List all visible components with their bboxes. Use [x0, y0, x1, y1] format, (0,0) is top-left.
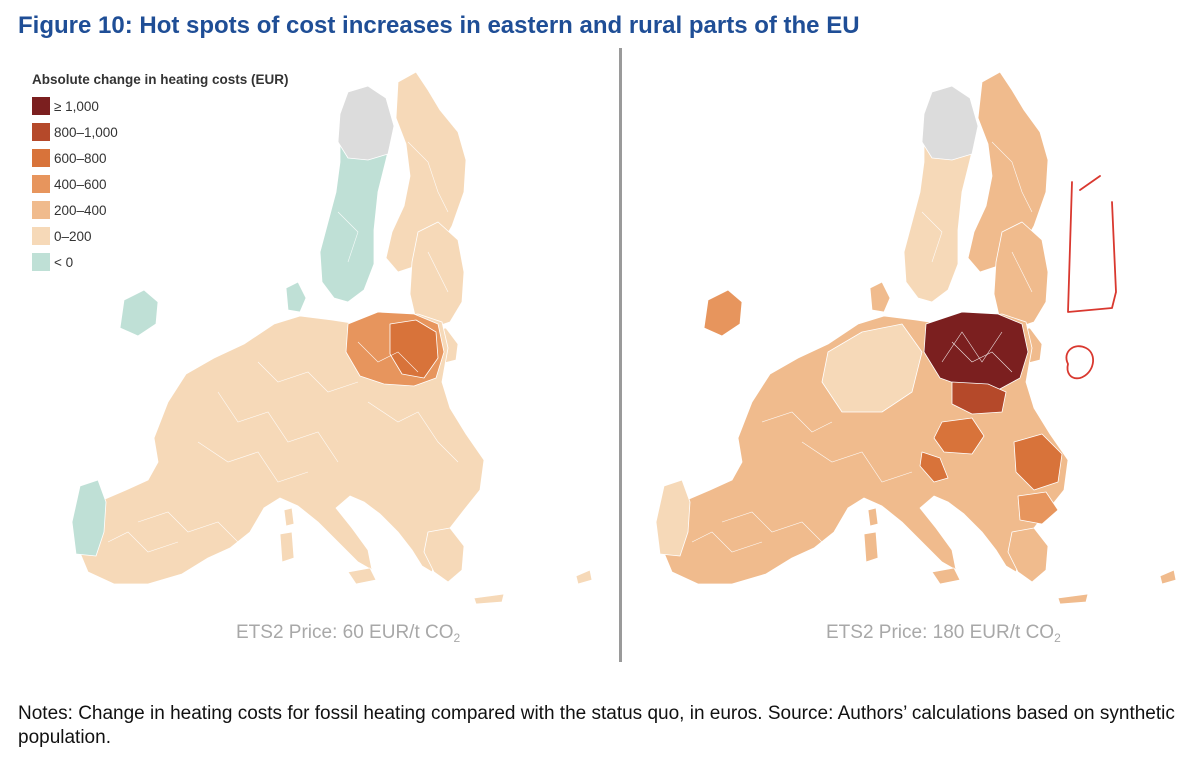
- region-greece: [423, 527, 465, 583]
- region-corsica: [283, 507, 295, 527]
- price-caption-60: ETS2 Price: 60 EUR/t CO2: [236, 622, 460, 645]
- price-subscript: 2: [1054, 631, 1061, 645]
- price-text: ETS2 Price: 180 EUR/t CO: [826, 622, 1055, 643]
- panel-divider: [619, 48, 622, 662]
- region-poland-south: [951, 381, 1007, 415]
- legend-title: Absolute change in heating costs (EUR): [32, 72, 289, 87]
- legend-item: 200–400: [32, 197, 289, 223]
- notes-source: Source: Authors’ calculations based on s…: [18, 703, 1175, 748]
- region-sweden-north-nodata: [921, 85, 979, 161]
- region-portugal: [655, 479, 691, 557]
- region-crete: [1057, 593, 1089, 605]
- legend-swatch: [32, 149, 50, 167]
- map-panel-60: [18, 62, 598, 662]
- legend: Absolute change in heating costs (EUR) ≥…: [32, 72, 289, 275]
- legend-item: 600–800: [32, 145, 289, 171]
- region-ireland: [703, 289, 743, 337]
- price-caption-180: ETS2 Price: 180 EUR/t CO2: [826, 622, 1061, 645]
- region-poland-east: [389, 319, 439, 379]
- region-finland: [409, 221, 465, 329]
- region-sweden-north-nodata: [337, 85, 395, 161]
- region-romania: [1013, 433, 1063, 491]
- region-sicily: [931, 567, 961, 585]
- legend-swatch: [32, 97, 50, 115]
- region-cyprus: [1159, 569, 1177, 585]
- legend-label: 400–600: [54, 176, 107, 192]
- region-hungary: [933, 417, 985, 455]
- europe-map-180: [655, 71, 1177, 605]
- region-denmark: [869, 281, 891, 313]
- region-denmark: [285, 281, 307, 313]
- region-croatia: [919, 451, 949, 483]
- legend-swatch: [32, 253, 50, 271]
- price-text: ETS2 Price: 60 EUR/t CO: [236, 622, 454, 643]
- region-central: [821, 323, 923, 413]
- legend-label: < 0: [54, 254, 74, 270]
- figure-title: Figure 10: Hot spots of cost increases i…: [18, 12, 860, 39]
- legend-label: 600–800: [54, 150, 107, 166]
- legend-item: < 0: [32, 249, 289, 275]
- legend-swatch: [32, 123, 50, 141]
- region-greece: [1007, 527, 1049, 583]
- region-sicily: [347, 567, 377, 585]
- legend-label: ≥ 1,000: [54, 98, 99, 114]
- legend-label: 0–200: [54, 228, 92, 244]
- legend-swatch: [32, 227, 50, 245]
- region-sardinia: [279, 531, 295, 563]
- legend-label: 800–1,000: [54, 124, 118, 140]
- region-portugal: [71, 479, 107, 557]
- region-sardinia: [863, 531, 879, 563]
- notes-text: Notes: Change in heating costs for fossi…: [18, 703, 763, 724]
- hand-annotation-marks: [1065, 175, 1117, 380]
- annotation-circle: [1065, 345, 1094, 380]
- map-panel-180: [622, 62, 1197, 662]
- region-poland: [923, 311, 1029, 391]
- region-cyprus: [575, 569, 593, 585]
- region-crete: [473, 593, 505, 605]
- region-corsica: [867, 507, 879, 527]
- legend-label: 200–400: [54, 202, 107, 218]
- europe-map-60: [71, 71, 593, 605]
- price-subscript: 2: [453, 631, 461, 645]
- region-bulgaria: [1017, 491, 1059, 525]
- region-finland: [993, 221, 1049, 329]
- figure-notes: Notes: Change in heating costs for fossi…: [18, 702, 1194, 750]
- legend-item: ≥ 1,000: [32, 93, 289, 119]
- legend-swatch: [32, 175, 50, 193]
- legend-item: 800–1,000: [32, 119, 289, 145]
- legend-swatch: [32, 201, 50, 219]
- region-ireland: [119, 289, 159, 337]
- legend-item: 400–600: [32, 171, 289, 197]
- legend-item: 0–200: [32, 223, 289, 249]
- annotation-bracket: [1067, 175, 1117, 313]
